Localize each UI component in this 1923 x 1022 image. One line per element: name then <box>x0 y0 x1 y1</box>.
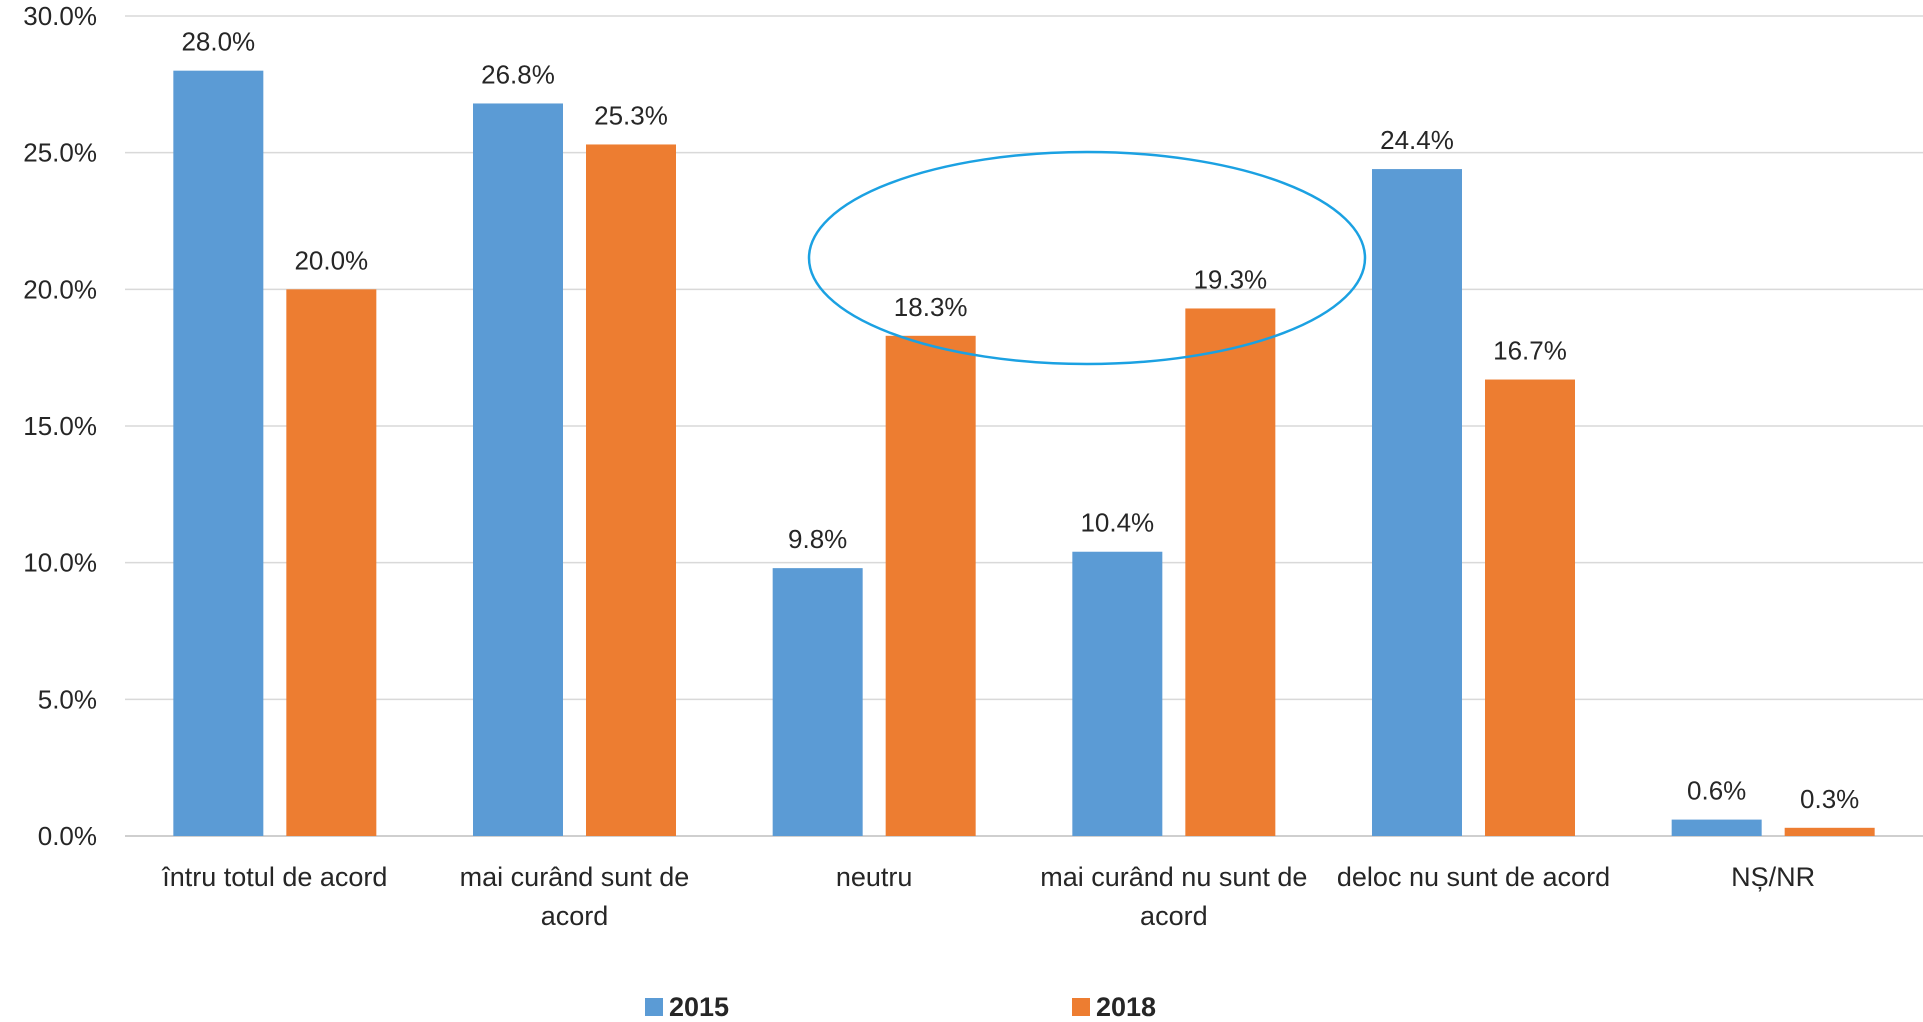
bar-2018-0 <box>286 289 377 836</box>
data-label: 0.6% <box>1687 776 1746 806</box>
y-axis-ticks: 0.0% 5.0% 10.0% 15.0% 20.0% 25.0% 30.0% <box>23 1 97 851</box>
highlight-ellipse <box>807 150 1367 366</box>
data-label: 24.4% <box>1380 125 1454 155</box>
x-category-label: neutru <box>836 862 913 892</box>
bar-2015-4 <box>1372 169 1462 837</box>
y-tick-label: 25.0% <box>23 138 97 168</box>
data-label: 0.3% <box>1800 784 1859 814</box>
x-category-label: mai curând sunt de acord <box>460 862 690 931</box>
bar-2015-2 <box>772 568 863 836</box>
y-tick-label: 15.0% <box>23 411 97 441</box>
y-tick-label: 5.0% <box>38 684 97 714</box>
legend-swatch-2018 <box>1072 998 1090 1016</box>
gridlines <box>125 15 1923 837</box>
bars <box>173 70 1875 837</box>
legend: 2015 2018 <box>645 992 1156 1022</box>
data-label: 25.3% <box>594 100 668 130</box>
bar-2015-5 <box>1671 819 1762 836</box>
data-label: 10.4% <box>1080 508 1154 538</box>
y-tick-label: 20.0% <box>23 274 97 304</box>
bar-2015-0 <box>173 70 264 836</box>
x-category-label: NȘ/NR <box>1731 862 1815 892</box>
data-label: 26.8% <box>481 59 555 89</box>
legend-swatch-2015 <box>645 998 663 1016</box>
legend-label: 2015 <box>669 992 729 1022</box>
bar-2018-4 <box>1485 379 1575 836</box>
data-label: 9.8% <box>788 524 847 554</box>
y-tick-label: 30.0% <box>23 1 97 31</box>
data-label: 16.7% <box>1493 336 1567 366</box>
data-label: 19.3% <box>1193 264 1267 294</box>
y-tick-label: 10.0% <box>23 548 97 578</box>
x-axis-categories: întru totul de acord mai curând sunt de ac… <box>161 862 1815 931</box>
annotation <box>807 150 1367 366</box>
bar-2018-2 <box>885 335 976 836</box>
data-label: 28.0% <box>181 27 255 57</box>
legend-label: 2018 <box>1096 992 1156 1022</box>
data-label: 20.0% <box>294 245 368 275</box>
bar-2018-1 <box>586 144 676 836</box>
bar-2015-3 <box>1072 551 1163 836</box>
y-tick-label: 0.0% <box>38 821 97 851</box>
bar-2018-3 <box>1185 308 1276 836</box>
data-label: 18.3% <box>894 292 968 322</box>
x-category-label: deloc nu sunt de acord <box>1337 862 1610 892</box>
x-category-label: întru totul de acord <box>161 862 387 892</box>
bar-2015-1 <box>473 103 563 836</box>
bar-2018-5 <box>1784 827 1875 836</box>
x-category-label: mai curând nu sunt de acord <box>1040 862 1307 931</box>
data-labels: 28.0% 20.0% 26.8% 25.3% 9.8% 18.3% 10.4% 19.3% 2… <box>181 27 1859 814</box>
